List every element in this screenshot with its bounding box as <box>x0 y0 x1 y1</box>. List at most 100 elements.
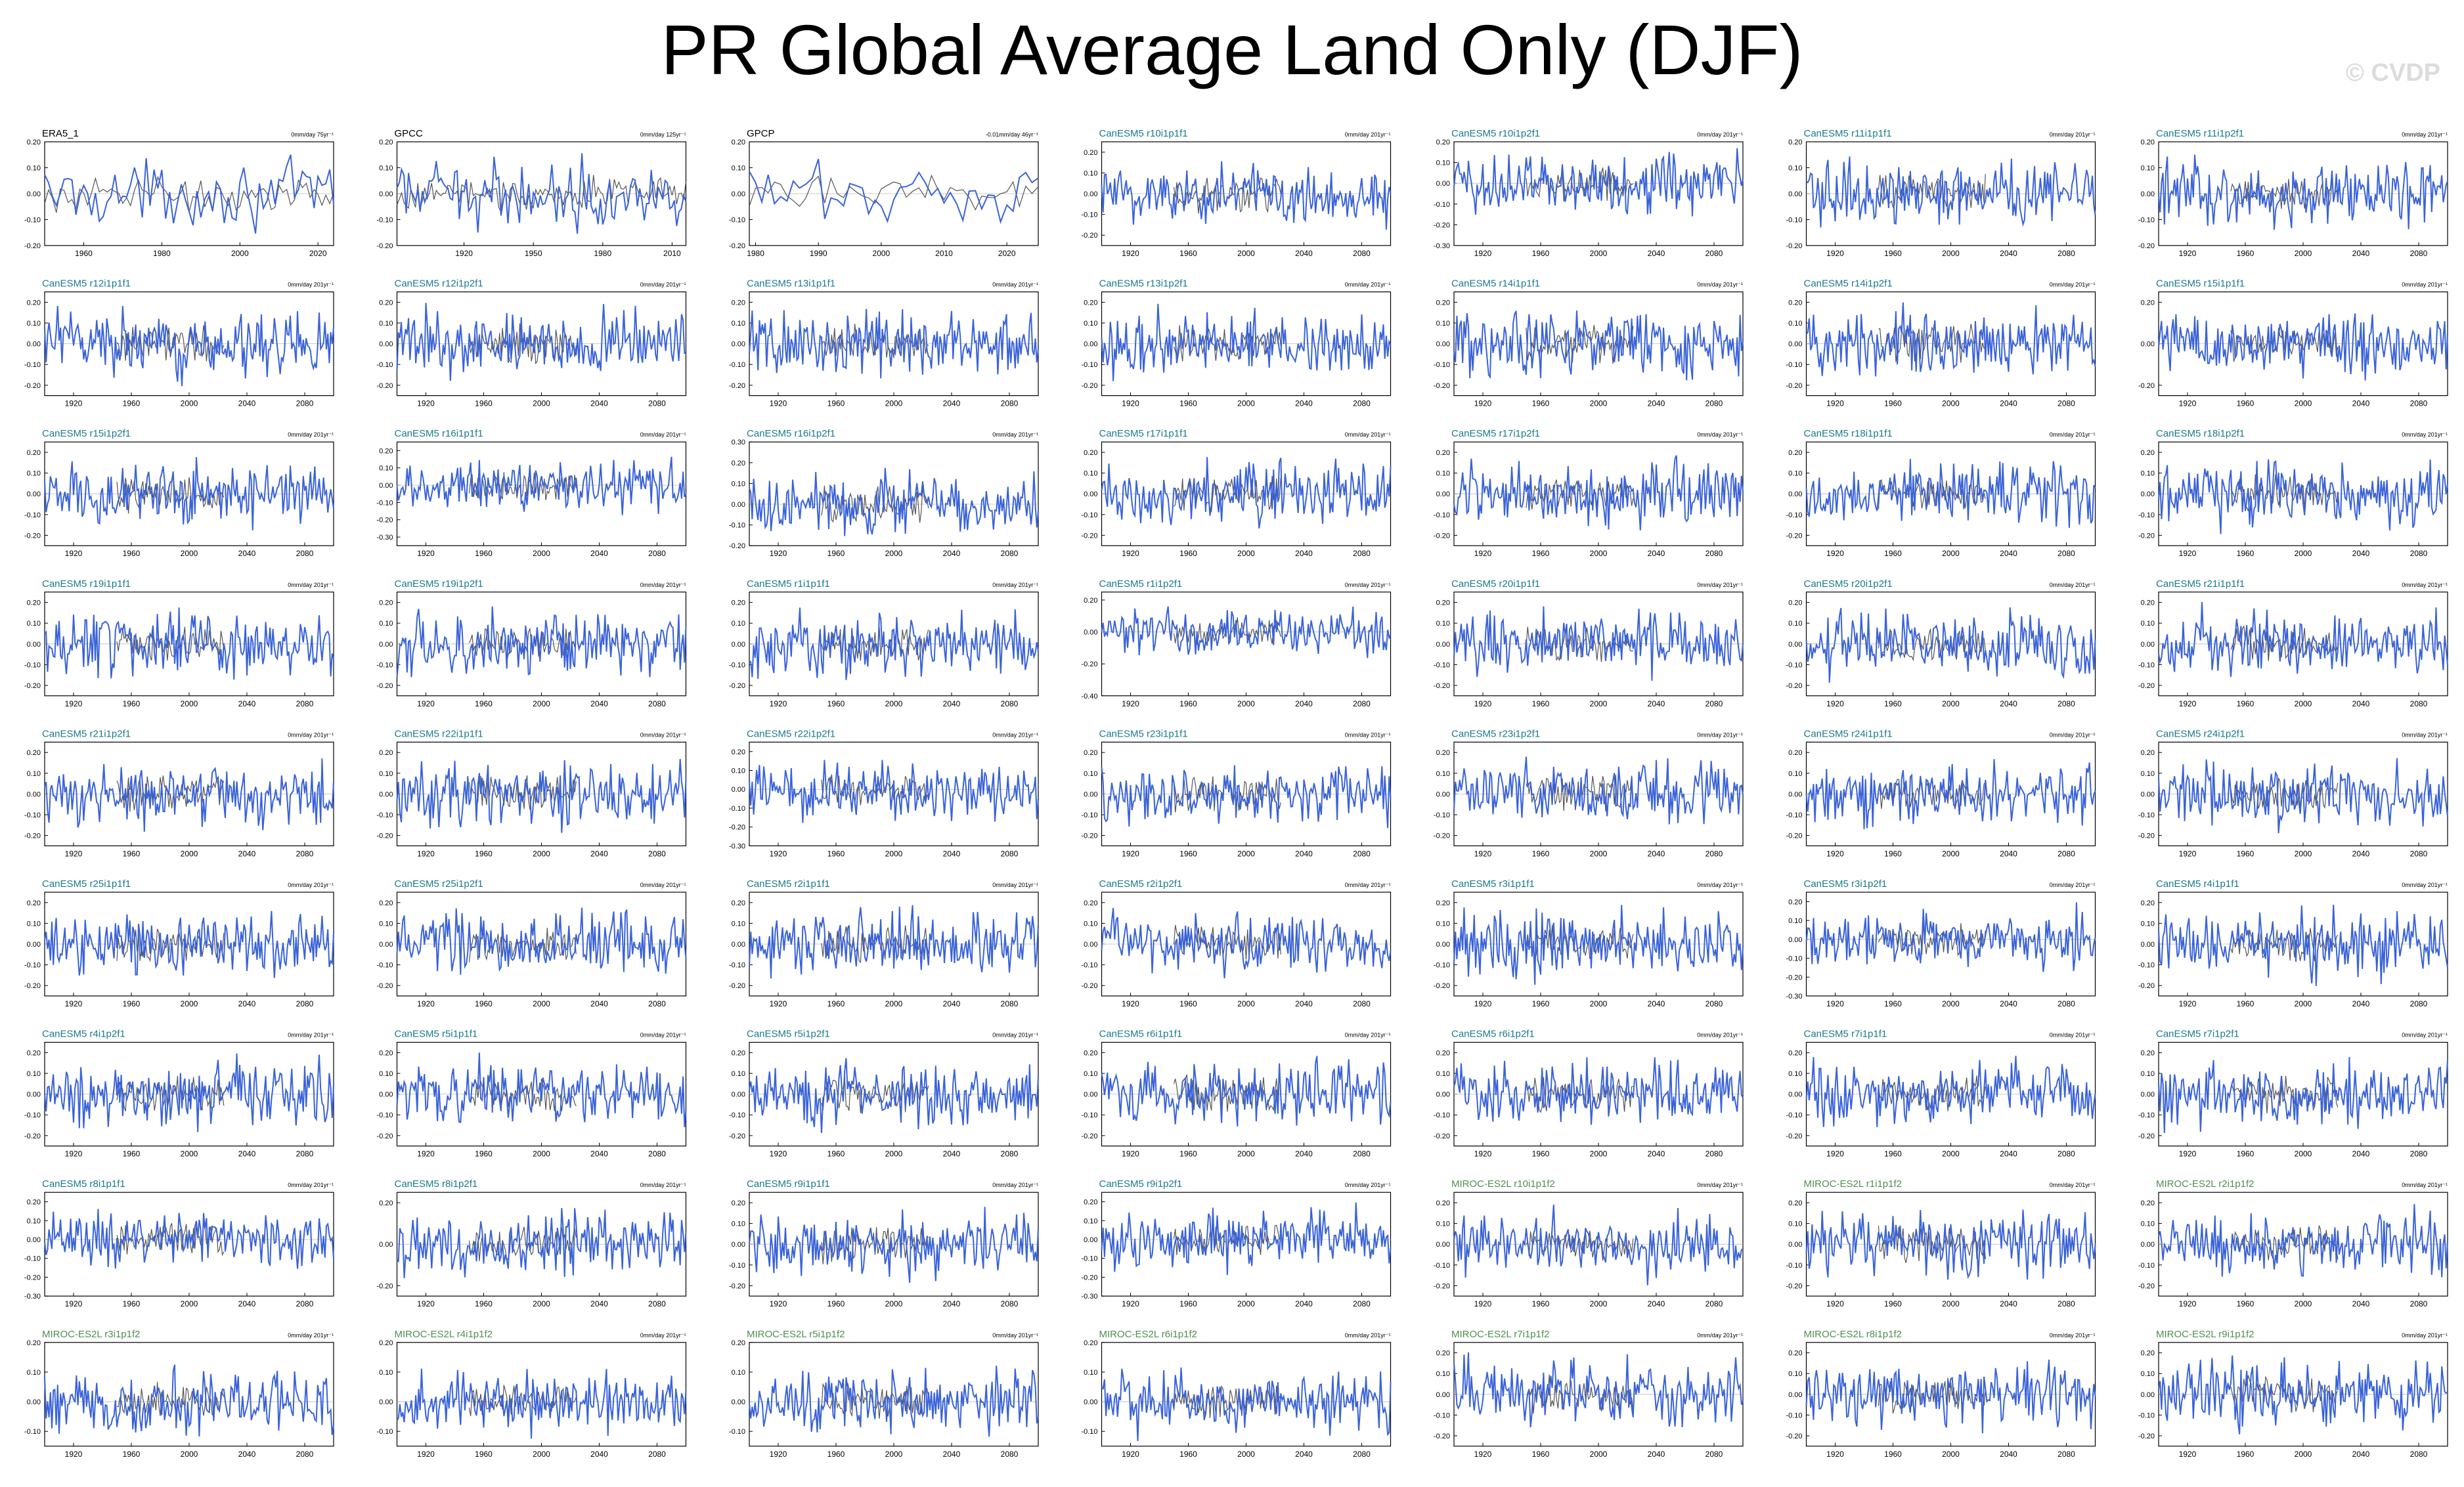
x-tick-label: 2000 <box>533 999 550 1008</box>
trend-label: 0mm/day 201yr⁻¹ <box>288 1032 334 1039</box>
y-tick-label: -0.20 <box>1434 532 1450 540</box>
x-tick-label: 1920 <box>1826 549 1844 558</box>
y-tick-label: 0.20 <box>1436 299 1450 307</box>
panel-title: MIROC-ES2L r4i1p1f2 <box>395 1329 493 1340</box>
x-tick-label: 1960 <box>1179 1450 1197 1459</box>
y-tick-label: 0.10 <box>1788 165 1802 173</box>
x-tick-label: 2040 <box>1295 249 1313 258</box>
panel: CanESM5 r17i1p2f1 0mm/day 201yr⁻¹ 0.20 0.10… <box>1434 428 1744 558</box>
panel-title: CanESM5 r12i1p1f1 <box>42 278 131 290</box>
x-tick-label: 2080 <box>2410 399 2428 408</box>
x-tick-label: 1920 <box>770 849 787 858</box>
y-tick-label: -0.20 <box>376 832 393 840</box>
series-line <box>749 158 1039 225</box>
y-tick-label: -0.10 <box>24 361 41 369</box>
y-tick-label: -0.10 <box>376 499 393 507</box>
x-tick-label: 1960 <box>1532 699 1550 708</box>
x-tick-label: 2000 <box>1237 549 1255 558</box>
x-tick-label: 2040 <box>2352 849 2370 858</box>
x-tick-label: 1960 <box>1884 1150 1902 1159</box>
x-tick-label: 1920 <box>2179 999 2197 1008</box>
series-line <box>749 607 1039 680</box>
y-tick-label: 0.20 <box>379 1199 393 1207</box>
x-tick-label: 2040 <box>590 1150 608 1159</box>
y-tick-label: -0.10 <box>729 361 745 369</box>
trend-label: 0mm/day 201yr⁻¹ <box>1345 282 1391 288</box>
series-line <box>1453 455 1744 530</box>
x-tick-label: 2040 <box>590 399 608 408</box>
series-line <box>749 467 1039 536</box>
panel: MIROC-ES2L r2i1p1f2 0mm/day 201yr⁻¹ 0.20 0.… <box>2138 1178 2448 1308</box>
x-tick-label: 1920 <box>417 999 435 1008</box>
x-tick-label: 1920 <box>1474 249 1492 258</box>
x-tick-label: 2080 <box>2057 399 2075 408</box>
panel-title: CanESM5 r20i1p2f1 <box>1804 578 1893 590</box>
x-tick-label: 1960 <box>123 399 141 408</box>
x-tick-label: 1960 <box>123 1150 141 1159</box>
series-line <box>2158 1355 2448 1434</box>
panel: ERA5_1 0mm/day 75yr⁻¹ 0.20 0.10 0.00 -0.10 -0.… <box>24 128 334 258</box>
series-line <box>396 1052 687 1127</box>
x-tick-label: 2000 <box>1590 999 1608 1008</box>
y-tick-label: 0.10 <box>379 1369 393 1377</box>
y-tick-label: -0.20 <box>1786 1433 1802 1440</box>
y-tick-label: 0.10 <box>732 1070 745 1078</box>
x-tick-label: 2080 <box>648 1299 666 1308</box>
y-tick-label: -0.20 <box>1434 382 1450 390</box>
y-tick-label: 0.10 <box>379 770 393 778</box>
y-tick-label: -0.10 <box>1786 511 1802 519</box>
panel-title: CanESM5 r21i1p1f1 <box>2156 578 2245 590</box>
y-tick-label: 0.10 <box>732 165 745 173</box>
y-tick-label: 0.20 <box>27 1199 41 1207</box>
x-tick-label: 2000 <box>885 699 903 708</box>
x-tick-label: 2040 <box>590 849 608 858</box>
x-tick-label: 1960 <box>475 1299 493 1308</box>
x-tick-label: 2000 <box>1942 999 1960 1008</box>
x-tick-label: 2000 <box>1590 1450 1608 1459</box>
x-tick-label: 2000 <box>1237 999 1255 1008</box>
x-tick-label: 1920 <box>770 1450 787 1459</box>
series-line <box>749 760 1039 823</box>
trend-label: 0mm/day 201yr⁻¹ <box>1345 582 1391 588</box>
panel-title: CanESM5 r22i1p2f1 <box>747 728 835 739</box>
x-tick-label: 2080 <box>2057 999 2075 1008</box>
y-tick-label: 0.20 <box>1436 749 1450 757</box>
y-tick-label: -0.20 <box>1081 832 1097 840</box>
observation-line <box>2230 1375 2339 1413</box>
y-tick-label: -0.10 <box>729 661 745 669</box>
y-tick-label: 0.00 <box>1084 1236 1097 1244</box>
y-tick-label: -0.10 <box>1786 1262 1802 1270</box>
x-tick-label: 2080 <box>296 1450 314 1459</box>
y-tick-label: 0.00 <box>1788 936 1802 944</box>
trend-label: 0mm/day 201yr⁻¹ <box>992 582 1038 588</box>
y-tick-label: 0.00 <box>732 1241 745 1249</box>
observation-line <box>2230 177 2339 209</box>
y-tick-label: 0.10 <box>1788 1370 1802 1378</box>
y-tick-label: 0.00 <box>1436 490 1450 498</box>
x-tick-label: 1920 <box>2179 399 2197 408</box>
y-tick-label: -0.10 <box>376 811 393 819</box>
trend-label: 0mm/day 201yr⁻¹ <box>288 431 334 438</box>
y-tick-label: 0.10 <box>27 470 41 478</box>
x-tick-label: 2000 <box>885 399 903 408</box>
y-tick-label: 0.20 <box>1084 1049 1097 1057</box>
panel-title: CanESM5 r4i1p2f1 <box>42 1029 125 1040</box>
series-line <box>1453 905 1744 985</box>
x-tick-label: 1960 <box>123 999 141 1008</box>
panel: MIROC-ES2L r8i1p1f2 0mm/day 201yr⁻¹ 0.20 0.… <box>1786 1329 2096 1459</box>
y-tick-label: 0.20 <box>27 1049 41 1057</box>
trend-label: 0mm/day 201yr⁻¹ <box>1345 1032 1391 1039</box>
y-tick-label: -0.10 <box>1786 361 1802 369</box>
x-tick-label: 2080 <box>2057 249 2075 258</box>
x-tick-label: 1920 <box>2179 1150 2197 1159</box>
series-line <box>44 607 334 680</box>
series-line <box>749 309 1039 379</box>
y-tick-label: 0.20 <box>379 1049 393 1057</box>
x-tick-label: 1960 <box>1884 399 1902 408</box>
y-tick-label: 0.10 <box>1436 620 1450 628</box>
x-tick-label: 1920 <box>65 1450 83 1459</box>
x-tick-label: 2080 <box>1001 1299 1019 1308</box>
x-tick-label: 2040 <box>2000 249 2017 258</box>
x-tick-label: 2080 <box>1705 699 1723 708</box>
y-tick-label: -0.20 <box>1786 242 1802 250</box>
